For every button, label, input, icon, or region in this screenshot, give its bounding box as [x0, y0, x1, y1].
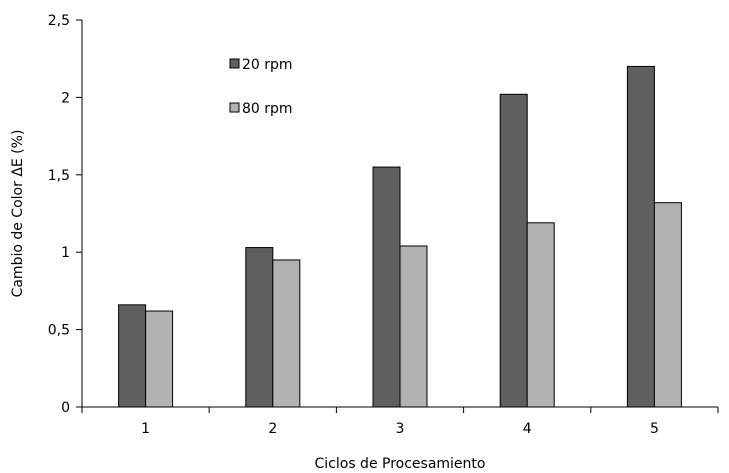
x-tick-label: 2: [268, 421, 277, 437]
x-tick-label: 5: [650, 421, 659, 437]
x-tick-label: 3: [396, 421, 405, 437]
legend-swatch: [229, 58, 240, 69]
legend-label: 80 rpm: [242, 101, 293, 117]
x-tick-label: 4: [523, 421, 532, 437]
plot-area: [118, 65, 682, 408]
bar-20-rpm-4: [499, 93, 528, 408]
bar-80-rpm-3: [399, 245, 428, 408]
bar-80-rpm-1: [145, 310, 174, 408]
x-tick-label: 1: [141, 421, 150, 437]
y-tick-label: 0: [61, 400, 70, 416]
bar-80-rpm-5: [653, 202, 682, 408]
x-axis-title: Ciclos de Procesamiento: [315, 456, 486, 472]
bar-20-rpm-1: [118, 304, 147, 408]
y-axis-title: Cambio de Color ΔE (%): [10, 130, 26, 298]
y-tick-label: 0,5: [48, 323, 70, 339]
bar-20-rpm-2: [245, 247, 274, 408]
legend-label: 20 rpm: [242, 57, 293, 73]
y-axis-ticks: 0 0,5 1 1,5 2 2,5: [48, 13, 82, 416]
y-tick-label: 1,5: [48, 168, 70, 184]
bar-80-rpm-4: [526, 222, 555, 408]
bar-80-rpm-2: [272, 259, 301, 408]
y-tick-label: 2: [61, 90, 70, 106]
y-tick-label: 1: [61, 245, 70, 261]
legend-swatch: [229, 102, 240, 113]
y-tick-label: 2,5: [48, 13, 70, 29]
x-axis-ticks: 1 2 3 4 5: [81, 407, 719, 437]
bar-20-rpm-3: [372, 166, 401, 408]
legend: 20 rpm 80 rpm: [229, 57, 293, 117]
bar-20-rpm-5: [626, 65, 655, 408]
